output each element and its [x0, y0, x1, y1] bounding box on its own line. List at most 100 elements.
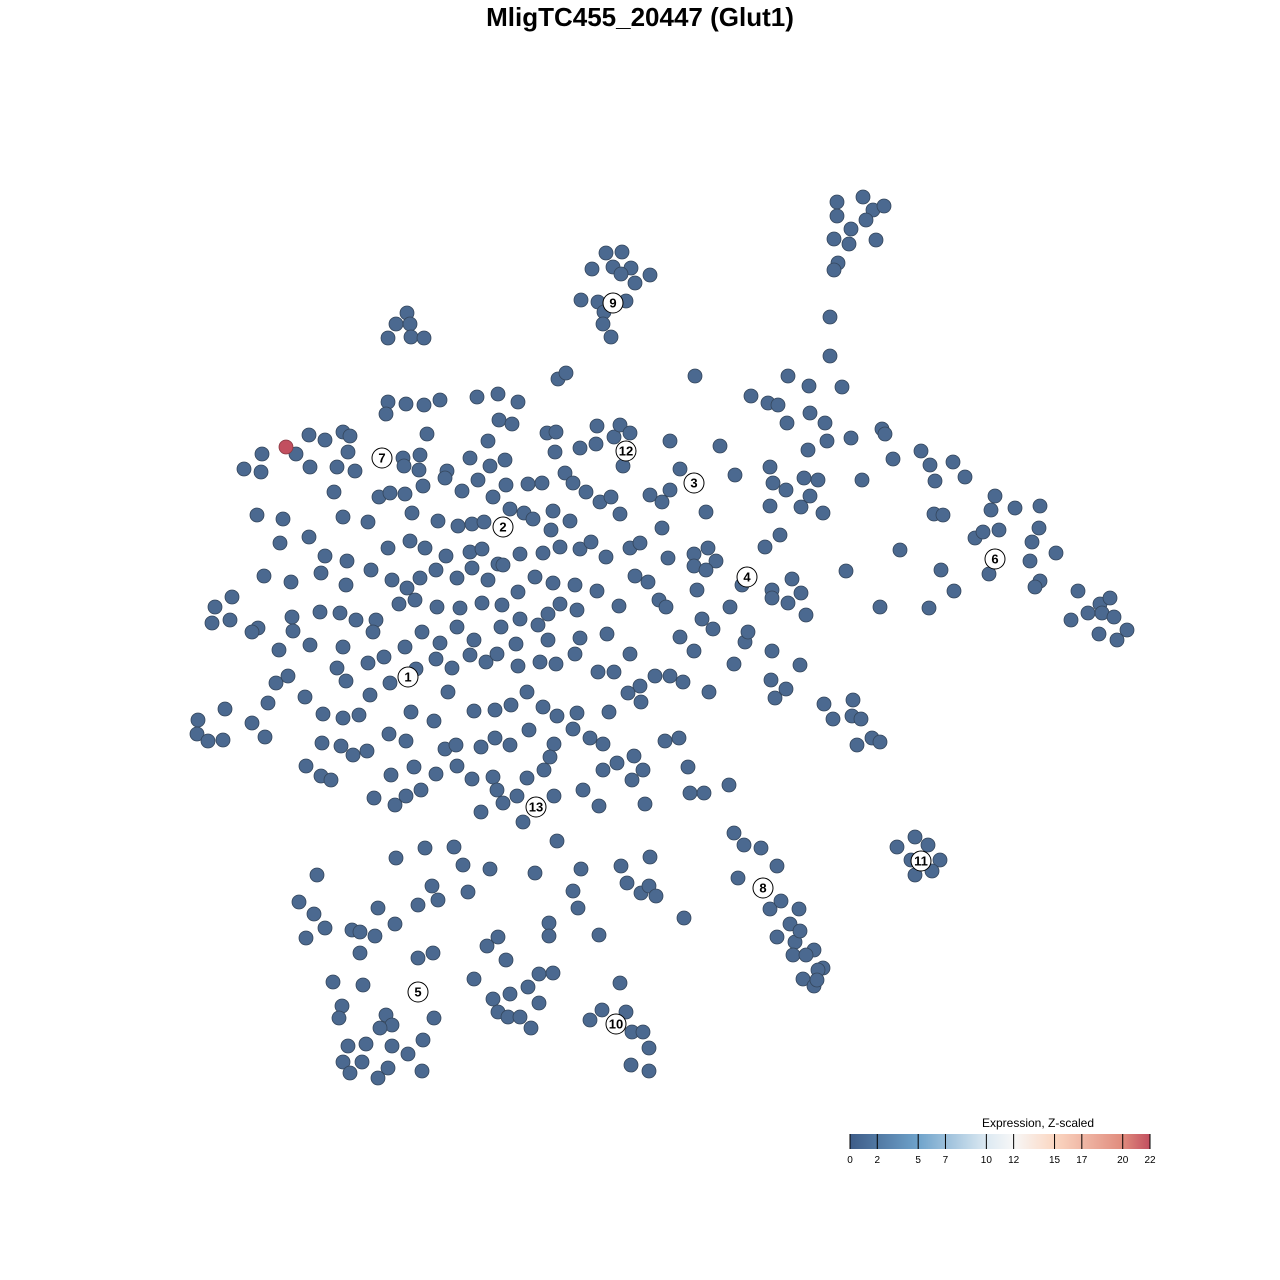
data-point — [800, 442, 816, 458]
data-point — [853, 711, 869, 727]
data-point — [476, 514, 492, 530]
data-point — [351, 707, 367, 723]
data-point — [417, 540, 433, 556]
data-point — [452, 600, 468, 616]
data-point — [764, 590, 780, 606]
data-point — [531, 995, 547, 1011]
data-point — [355, 977, 371, 993]
data-point — [575, 782, 591, 798]
data-point — [317, 548, 333, 564]
data-point — [417, 840, 433, 856]
data-point — [398, 396, 414, 412]
cluster-label-4: 4 — [736, 566, 758, 588]
data-point — [512, 546, 528, 562]
data-point — [791, 901, 807, 917]
data-point — [360, 514, 376, 530]
data-point — [412, 570, 428, 586]
data-point — [366, 790, 382, 806]
data-point — [687, 368, 703, 384]
high-expression-point — [278, 439, 294, 455]
data-point — [626, 748, 642, 764]
data-point — [892, 542, 908, 558]
data-point — [382, 485, 398, 501]
data-point — [424, 878, 440, 894]
data-point — [721, 777, 737, 793]
data-point — [455, 857, 471, 873]
data-point — [765, 475, 781, 491]
cluster-label-text: 6 — [991, 552, 998, 567]
data-point — [497, 452, 513, 468]
data-point — [402, 533, 418, 549]
data-point — [855, 189, 871, 205]
data-point — [370, 900, 386, 916]
data-point — [792, 923, 808, 939]
data-point — [826, 231, 842, 247]
data-point — [491, 412, 507, 428]
data-point — [689, 582, 705, 598]
data-point — [414, 624, 430, 640]
data-point — [448, 737, 464, 753]
high-expression-layer — [278, 439, 294, 455]
data-point — [612, 506, 628, 522]
data-point — [302, 459, 318, 475]
data-point — [387, 916, 403, 932]
cluster-label-text: 2 — [499, 520, 506, 535]
data-point — [816, 696, 832, 712]
data-point — [793, 585, 809, 601]
cluster-label-text: 9 — [609, 296, 616, 311]
data-point — [372, 1020, 388, 1036]
data-point — [495, 795, 511, 811]
data-point — [1022, 553, 1038, 569]
data-point — [359, 743, 375, 759]
data-point — [632, 678, 648, 694]
data-point — [662, 482, 678, 498]
data-point — [253, 464, 269, 480]
data-point — [642, 849, 658, 865]
data-point — [285, 623, 301, 639]
data-point — [384, 1038, 400, 1054]
data-point — [360, 655, 376, 671]
data-point — [462, 647, 478, 663]
data-point — [1070, 583, 1086, 599]
data-point — [312, 604, 328, 620]
data-point — [432, 635, 448, 651]
data-point — [595, 762, 611, 778]
legend-tick-label: 10 — [981, 1155, 993, 1166]
data-point — [868, 232, 884, 248]
data-point — [399, 580, 415, 596]
data-point — [603, 329, 619, 345]
data-point — [387, 797, 403, 813]
data-point — [1080, 605, 1096, 621]
data-point — [573, 861, 589, 877]
data-point — [335, 710, 351, 726]
data-point — [946, 583, 962, 599]
data-point — [335, 1054, 351, 1070]
data-point — [419, 426, 435, 442]
legend-tick-label: 20 — [1117, 1155, 1129, 1166]
data-point — [622, 646, 638, 662]
data-point — [449, 570, 465, 586]
data-point — [548, 656, 564, 672]
data-point — [244, 715, 260, 731]
data-point — [380, 1060, 396, 1076]
data-point — [1048, 545, 1064, 561]
data-point — [428, 651, 444, 667]
data-point — [306, 906, 322, 922]
data-point — [1032, 498, 1048, 514]
data-point — [298, 758, 314, 774]
data-point — [358, 1036, 374, 1052]
data-point — [921, 600, 937, 616]
data-point — [736, 837, 752, 853]
data-point — [595, 316, 611, 332]
data-point — [809, 972, 825, 988]
data-point — [402, 316, 418, 332]
data-point — [480, 433, 496, 449]
data-point — [599, 626, 615, 642]
data-point — [406, 759, 422, 775]
data-point — [769, 929, 785, 945]
data-point — [907, 829, 923, 845]
data-point — [508, 636, 524, 652]
data-point — [510, 584, 526, 600]
data-point — [275, 511, 291, 527]
